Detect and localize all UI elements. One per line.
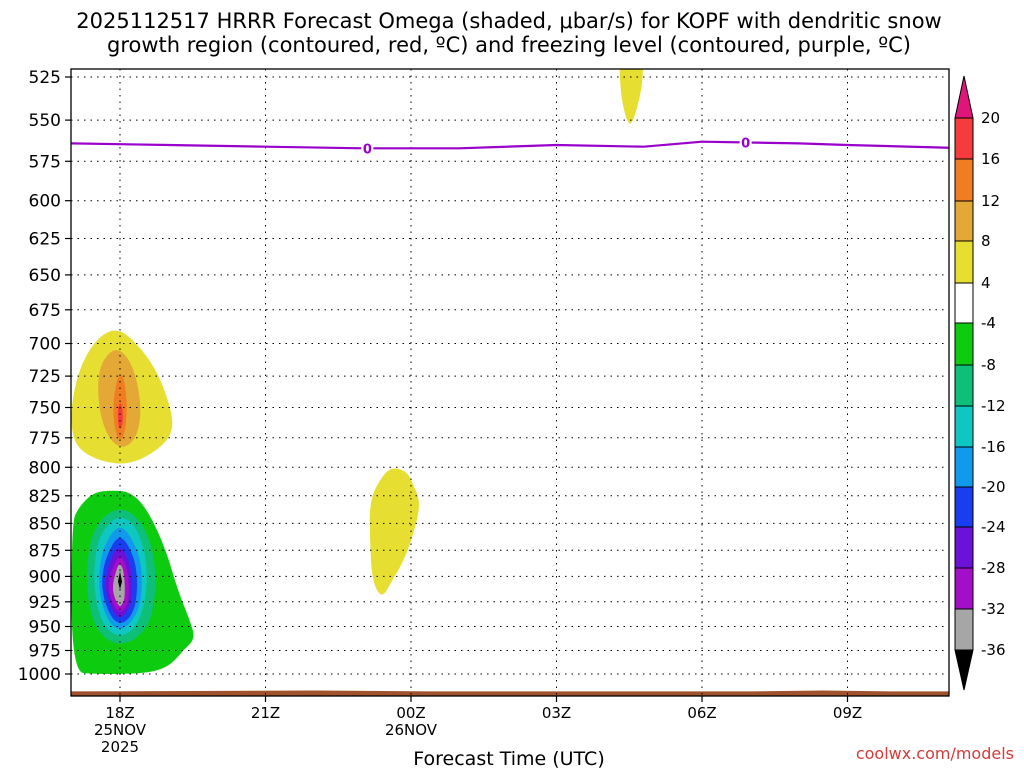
omega-contour-4 [619,69,643,124]
y-axis-ticks: 525 550 575 600 625 650 675 700 725 750 775 800 825 8… [18,68,71,685]
y-tick-label-800: 800 [29,458,61,478]
y-tick-label-600: 600 [29,192,61,212]
omega-core-marker [118,571,122,590]
colorbar-band [954,526,974,569]
colorbar-band [954,649,974,691]
freezing-level-line [71,140,949,150]
colorbar: 20 16 12 8 4 -4 -8 -12 -16 -20 -24 -28 -32 -36 [954,75,1006,691]
colorbar-band [954,364,974,407]
colorbar-band [954,117,974,160]
colorbar-label: 20 [981,109,1000,127]
x-tick-label: 21Z [251,704,280,722]
freezing-level-label-bg [739,134,752,150]
omega-contour-4 [369,468,419,595]
omega-contour--32 [112,564,125,607]
y-tick-label-1000: 1000 [18,665,61,685]
colorbar-band [954,486,974,528]
terrain-strip [71,690,949,696]
terrain-fill [71,690,949,696]
colorbar-band [954,282,974,324]
y-tick-label-725: 725 [29,367,61,387]
y-tick-label-675: 675 [29,301,61,321]
y-tick-label-925: 925 [29,593,61,613]
y-tick-label-950: 950 [29,618,61,638]
colorbar-label: -32 [981,600,1006,618]
colorbar-band [954,405,974,448]
freezing-level-label: 0 [741,136,750,151]
credit-text: coolwx.com/models [856,744,1014,763]
y-tick-label-875: 875 [29,541,61,561]
colorbar-label: 4 [981,274,991,292]
colorbar-label: 16 [981,150,1000,168]
y-tick-label-900: 900 [29,567,61,587]
y-tick-label-575: 575 [29,152,61,172]
colorbar-label: -36 [981,641,1006,659]
chart-title-line2: growth region (contoured, red, ºC) and f… [107,33,911,57]
y-tick-label-700: 700 [29,335,61,355]
freezing-level-label-bg [361,140,374,156]
y-tick-label-975: 975 [29,642,61,662]
omega-region-descent-upper [71,330,173,464]
colorbar-band [954,322,974,366]
chart-title-line1: 2025112517 HRRR Forecast Omega (shaded, … [76,9,941,33]
colorbar-label: -20 [981,478,1006,496]
y-tick-label-850: 850 [29,514,61,534]
grid-lines [71,69,949,696]
x-tick-label: 18Z [105,704,134,722]
x-tick-label: 26NOV [385,721,438,739]
colorbar-band [954,567,974,610]
y-tick-label-825: 825 [29,487,61,507]
colorbar-label: -12 [981,397,1006,415]
x-axis-label: Forecast Time (UTC) [413,748,604,768]
colorbar-band [954,200,974,242]
x-tick-label: 00Z [396,704,425,722]
colorbar-label: -16 [981,438,1006,456]
y-tick-label-750: 750 [29,399,61,419]
colorbar-label: -28 [981,559,1006,577]
colorbar-label: 8 [981,232,991,250]
omega-region-ascent-core [71,490,194,674]
omega-region-descent-top [619,69,643,124]
x-tick-label: 09Z [833,704,862,722]
freezing-level-label: 0 [363,142,372,157]
colorbar-band [954,75,974,119]
y-tick-label-550: 550 [29,111,61,131]
colorbar-band [954,446,974,488]
colorbar-label: 12 [981,192,1000,210]
y-tick-label-650: 650 [29,266,61,286]
colorbar-band [954,608,974,651]
colorbar-band [954,240,974,284]
x-tick-label: 03Z [542,704,571,722]
omega-shading [71,69,643,674]
plot-frame [70,68,950,697]
colorbar-band [954,158,974,202]
x-tick-label: 25NOV [94,721,147,739]
colorbar-label: -8 [981,356,996,374]
x-tick-label: 2025 [101,738,139,756]
x-tick-label: 06Z [687,704,716,722]
omega-contour-16 [117,403,123,429]
colorbar-label: -24 [981,518,1006,536]
y-tick-label-775: 775 [29,429,61,449]
colorbar-label: -4 [981,314,996,332]
y-tick-label-525: 525 [29,68,61,88]
omega-region-descent-mid [369,468,419,595]
y-tick-label-625: 625 [29,230,61,250]
